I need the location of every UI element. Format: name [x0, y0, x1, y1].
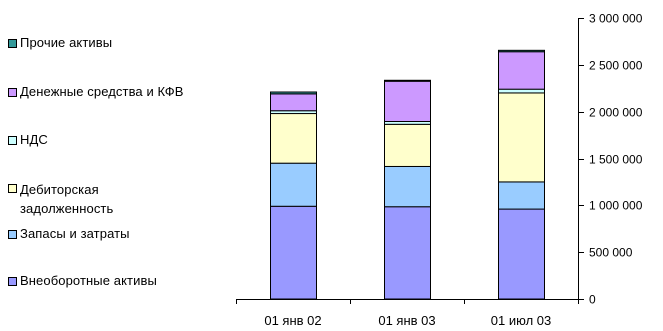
x-tick-label: 01 янв 02 [264, 313, 321, 328]
legend-item-vat: НДС [8, 132, 48, 148]
legend-item-fixed-assets: Внеоборотные активы [8, 273, 157, 289]
bar-segment [384, 165, 431, 208]
y-tick-label: 1 000 000 [589, 199, 643, 213]
legend-swatch [8, 184, 17, 193]
legend-label: Запасы и затраты [20, 226, 130, 241]
legend-item-receivables: Дебиторская задолженность [8, 180, 113, 218]
y-tick-label: 1 500 000 [589, 153, 643, 167]
bar-segment [270, 162, 317, 207]
legend-swatch [8, 39, 17, 48]
legend-swatch [8, 277, 17, 286]
legend-item-other-assets: Прочие активы [8, 35, 112, 51]
x-tick-label: 01 июл 03 [491, 313, 551, 328]
y-tick-label: 2 000 000 [589, 106, 643, 120]
bar-segment [498, 92, 545, 183]
y-tick-label: 3 000 000 [589, 12, 643, 26]
legend-swatch [8, 88, 17, 97]
y-tick-label: 2 500 000 [589, 59, 643, 73]
bar-segment [270, 205, 317, 300]
bar-segment [498, 88, 545, 94]
y-tick-label: 0 [589, 293, 596, 307]
bar-segment [498, 49, 545, 53]
bar-segment [384, 123, 431, 167]
bar-segment [498, 181, 545, 210]
legend-label: Внеоборотные активы [20, 273, 157, 288]
legend-label: Дебиторская задолженность [20, 182, 114, 216]
legend-label: Прочие активы [20, 35, 113, 50]
bar-segment [270, 91, 317, 95]
legend-swatch [8, 230, 17, 239]
bar-segment [270, 113, 317, 164]
bar-segment [384, 206, 431, 300]
bar-segment [384, 79, 431, 82]
bar-segment [384, 80, 431, 123]
y-tick-label: 500 000 [589, 246, 633, 260]
legend-item-cash: Денежные средства и КФВ [8, 84, 184, 100]
bar-segment [498, 208, 545, 300]
x-tick-label: 01 янв 03 [378, 313, 435, 328]
bar-segment [270, 93, 317, 112]
legend-swatch [8, 136, 17, 145]
bar-segment [498, 51, 545, 90]
legend-label: НДС [20, 132, 48, 147]
legend-label: Денежные средства и КФВ [20, 84, 184, 99]
legend-item-inventory: Запасы и затраты [8, 226, 130, 242]
chart-legend: Прочие активы Денежные средства и КФВ НД… [0, 0, 260, 331]
